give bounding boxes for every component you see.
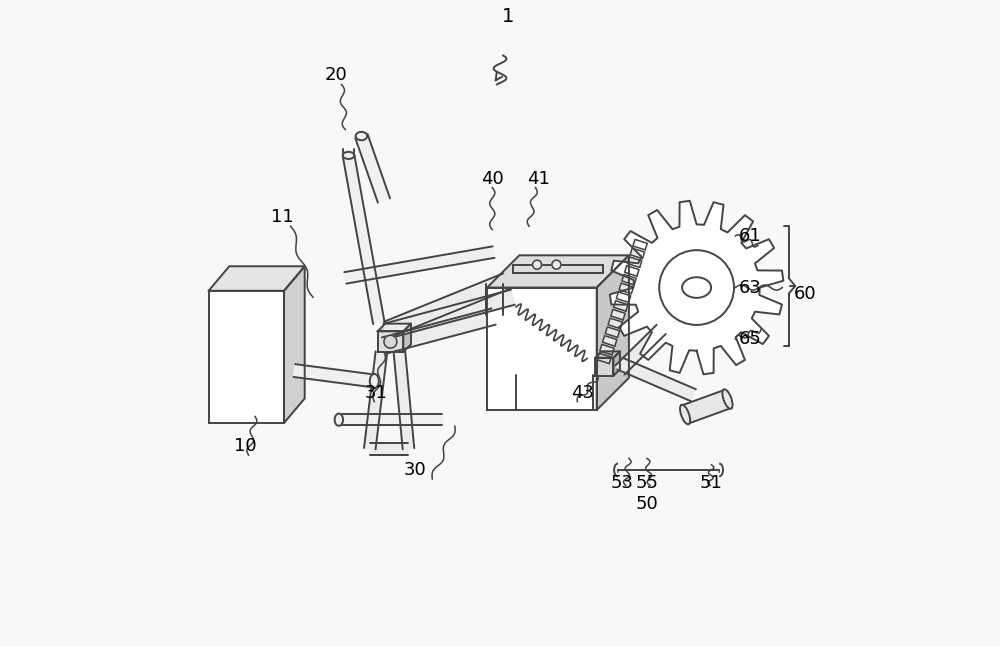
Text: 43: 43 bbox=[571, 384, 594, 402]
Text: 50: 50 bbox=[636, 495, 658, 513]
Polygon shape bbox=[382, 308, 496, 353]
Polygon shape bbox=[294, 364, 375, 388]
Polygon shape bbox=[355, 134, 390, 203]
Polygon shape bbox=[617, 358, 696, 401]
Polygon shape bbox=[595, 358, 613, 376]
Polygon shape bbox=[633, 240, 647, 250]
Polygon shape bbox=[394, 351, 414, 449]
Text: 11: 11 bbox=[271, 208, 293, 226]
Ellipse shape bbox=[370, 374, 379, 388]
Text: 55: 55 bbox=[635, 474, 658, 492]
Polygon shape bbox=[608, 318, 622, 329]
Polygon shape bbox=[370, 443, 408, 455]
Text: 30: 30 bbox=[404, 461, 426, 479]
Text: 61: 61 bbox=[739, 227, 761, 245]
Polygon shape bbox=[625, 266, 639, 276]
Polygon shape bbox=[344, 246, 495, 284]
Circle shape bbox=[659, 250, 734, 325]
Polygon shape bbox=[384, 273, 510, 337]
Text: 40: 40 bbox=[481, 170, 504, 187]
Ellipse shape bbox=[335, 413, 343, 426]
Polygon shape bbox=[627, 257, 642, 267]
Polygon shape bbox=[682, 390, 731, 424]
Text: 63: 63 bbox=[739, 278, 761, 297]
Polygon shape bbox=[364, 351, 387, 450]
Ellipse shape bbox=[722, 390, 733, 409]
Polygon shape bbox=[486, 284, 503, 315]
Ellipse shape bbox=[356, 132, 367, 140]
Polygon shape bbox=[616, 292, 631, 302]
Polygon shape bbox=[209, 266, 305, 291]
Circle shape bbox=[552, 260, 561, 269]
Polygon shape bbox=[611, 309, 625, 320]
Text: 41: 41 bbox=[527, 170, 550, 187]
Polygon shape bbox=[622, 275, 636, 285]
Polygon shape bbox=[343, 154, 385, 324]
Text: 65: 65 bbox=[739, 330, 761, 348]
Polygon shape bbox=[600, 344, 614, 355]
Polygon shape bbox=[378, 324, 411, 331]
Polygon shape bbox=[613, 351, 620, 376]
Polygon shape bbox=[597, 353, 611, 364]
Text: 60: 60 bbox=[793, 285, 816, 303]
Polygon shape bbox=[595, 351, 620, 358]
Text: 10: 10 bbox=[234, 437, 257, 455]
Polygon shape bbox=[378, 331, 403, 352]
Ellipse shape bbox=[682, 277, 711, 298]
Text: 53: 53 bbox=[611, 474, 634, 492]
Ellipse shape bbox=[343, 152, 354, 159]
Polygon shape bbox=[403, 324, 411, 352]
Polygon shape bbox=[630, 248, 645, 258]
Polygon shape bbox=[619, 283, 633, 294]
Polygon shape bbox=[339, 414, 442, 426]
Polygon shape bbox=[487, 255, 629, 287]
Polygon shape bbox=[614, 300, 628, 311]
Text: 20: 20 bbox=[324, 67, 347, 85]
Polygon shape bbox=[209, 291, 284, 423]
Polygon shape bbox=[605, 327, 620, 337]
Polygon shape bbox=[284, 266, 305, 423]
Text: 31: 31 bbox=[365, 384, 388, 402]
Polygon shape bbox=[615, 325, 666, 375]
Ellipse shape bbox=[680, 405, 690, 424]
Polygon shape bbox=[610, 201, 783, 374]
Polygon shape bbox=[487, 287, 597, 410]
Circle shape bbox=[384, 335, 397, 348]
Text: 1: 1 bbox=[502, 8, 515, 26]
Polygon shape bbox=[597, 255, 629, 410]
Text: 51: 51 bbox=[700, 474, 723, 492]
Polygon shape bbox=[383, 290, 515, 339]
Circle shape bbox=[533, 260, 542, 269]
Polygon shape bbox=[603, 336, 617, 346]
